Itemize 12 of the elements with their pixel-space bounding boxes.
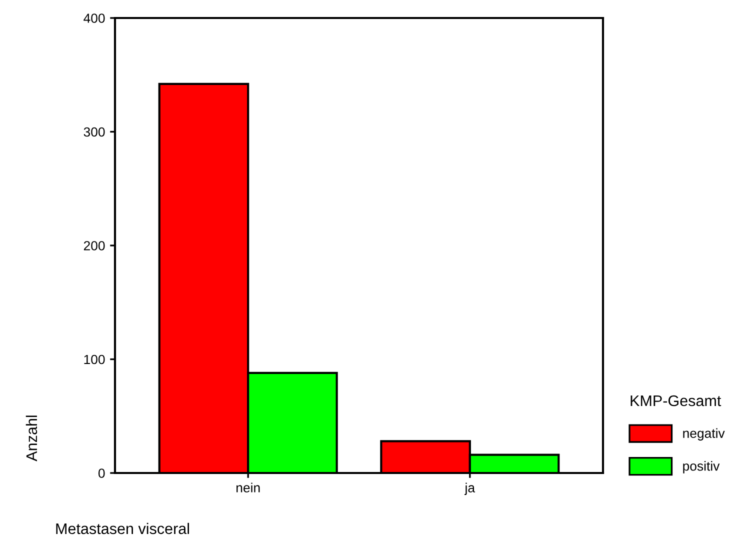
y-tick-label: 300 [84,127,105,137]
legend-label: positiv [683,461,720,474]
legend-label: negativ [683,428,725,441]
x-tick-label: ja [464,482,476,496]
y-tick-label: 400 [84,14,105,23]
y-tick-label: 0 [98,468,105,478]
y-axis-title: Anzahl [26,416,38,462]
y-tick-label: 100 [84,354,105,364]
x-tick-label: nein [236,482,260,492]
y-tick-label: 200 [84,241,105,250]
x-axis-title: Metastasen visceral [56,522,189,534]
legend-title: KMP-Gesamt [630,395,722,406]
